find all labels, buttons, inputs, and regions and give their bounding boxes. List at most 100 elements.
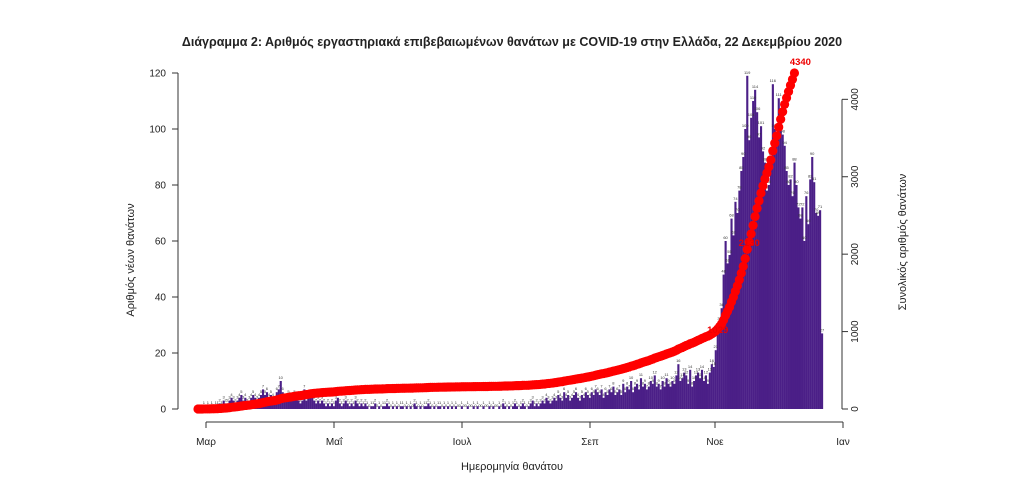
bar [655, 386, 658, 409]
bar-value-label: 1 [512, 400, 515, 405]
bar-value-label: 10 [702, 375, 707, 380]
bar [708, 372, 711, 409]
bar [580, 395, 583, 409]
bar [401, 406, 404, 409]
bar-value-label: 0 [408, 403, 411, 408]
bar [685, 375, 688, 409]
bar [669, 386, 672, 409]
bar-value-label: 1 [476, 400, 479, 405]
bar-value-label: 78 [737, 185, 742, 190]
bar-value-label: 0 [441, 403, 444, 408]
bar-value-label: 1 [520, 400, 523, 405]
bar [582, 397, 585, 409]
bar-value-label: 2 [346, 397, 349, 402]
bar-value-label: 2 [549, 397, 552, 402]
bar-value-label: 1 [429, 400, 432, 405]
bar-value-label: 11 [680, 372, 685, 377]
bar-value-label: 110 [750, 95, 757, 100]
bar-value-label: 2 [360, 397, 363, 402]
bar [783, 145, 786, 410]
bar-value-label: 2 [539, 397, 542, 402]
bar [598, 395, 601, 409]
bar [513, 403, 517, 409]
bar [624, 392, 627, 409]
bar-value-label: 0 [459, 403, 462, 408]
bar [504, 406, 507, 409]
bar-value-label: 0 [390, 403, 393, 408]
bar-value-label: 4 [583, 392, 586, 397]
bar [586, 395, 589, 409]
bar-value-label: 111 [776, 92, 783, 97]
bar-value-label: 7 [618, 383, 621, 388]
bar [698, 378, 702, 409]
bar-value-label: 85 [739, 165, 744, 170]
bar-value-label: 5 [567, 389, 570, 394]
bar-value-label: 12 [704, 369, 709, 374]
bar [454, 406, 457, 409]
bar [297, 400, 300, 409]
bar [370, 406, 373, 409]
bar [710, 364, 713, 409]
bar [663, 386, 666, 409]
bar-value-label: 101 [758, 120, 765, 125]
bar [415, 406, 418, 409]
bar [614, 395, 617, 409]
bar [437, 406, 440, 409]
bar-value-label: 1 [358, 400, 361, 405]
bar-value-label: 1 [492, 400, 495, 405]
x-tick-label: Μαΐ [326, 436, 343, 448]
bar [299, 403, 302, 409]
bar [350, 403, 353, 409]
bar-value-label: 3 [541, 395, 544, 400]
bar-value-label: 5 [587, 389, 590, 394]
cumulative-point [750, 211, 760, 222]
bar-value-label: 4 [268, 392, 271, 397]
bar [653, 375, 656, 409]
bar [301, 400, 304, 409]
bar [391, 406, 395, 409]
bar [547, 400, 550, 409]
bar-value-label: 4 [553, 392, 556, 397]
bar-value-label: 4 [258, 392, 261, 397]
bar-value-label: 6 [585, 386, 588, 391]
bar [675, 375, 678, 409]
bar [634, 386, 637, 409]
bar [313, 400, 316, 409]
bar [287, 395, 290, 409]
bar [378, 406, 381, 409]
bar [326, 403, 330, 409]
bar-value-label: 104 [748, 112, 755, 117]
bar [588, 397, 591, 409]
bar [777, 98, 780, 409]
bar-value-label: 76 [804, 190, 809, 195]
cumulative-point [752, 203, 762, 213]
bar [502, 403, 505, 409]
bar-value-label: 1 [207, 400, 210, 405]
bar [651, 383, 654, 409]
bar-value-label: 36 [719, 302, 724, 307]
bar [559, 397, 562, 409]
bar [779, 123, 782, 410]
bar [537, 406, 540, 409]
bar [340, 406, 343, 409]
bar [332, 406, 335, 409]
bar [712, 367, 715, 409]
bar [700, 369, 704, 409]
bar-value-label: 1 [400, 400, 403, 405]
bar [584, 392, 587, 409]
bar-value-label: 2 [530, 397, 533, 402]
bar-value-label: 60 [802, 235, 807, 240]
bar [429, 406, 432, 409]
bar-value-label: 0 [478, 403, 481, 408]
bar-value-label: 6 [276, 386, 279, 391]
bar-value-label: 7 [278, 383, 281, 388]
bar-value-label: 7 [608, 383, 611, 388]
bar [315, 403, 318, 409]
bar-value-label: 3 [256, 395, 259, 400]
bar-value-label: 5 [620, 389, 623, 394]
bar-value-label: 0 [417, 403, 420, 408]
bar-value-label: 0 [510, 403, 513, 408]
bar [555, 400, 558, 409]
bar-value-label: 3 [555, 395, 558, 400]
bar-value-label: 52 [725, 257, 730, 262]
